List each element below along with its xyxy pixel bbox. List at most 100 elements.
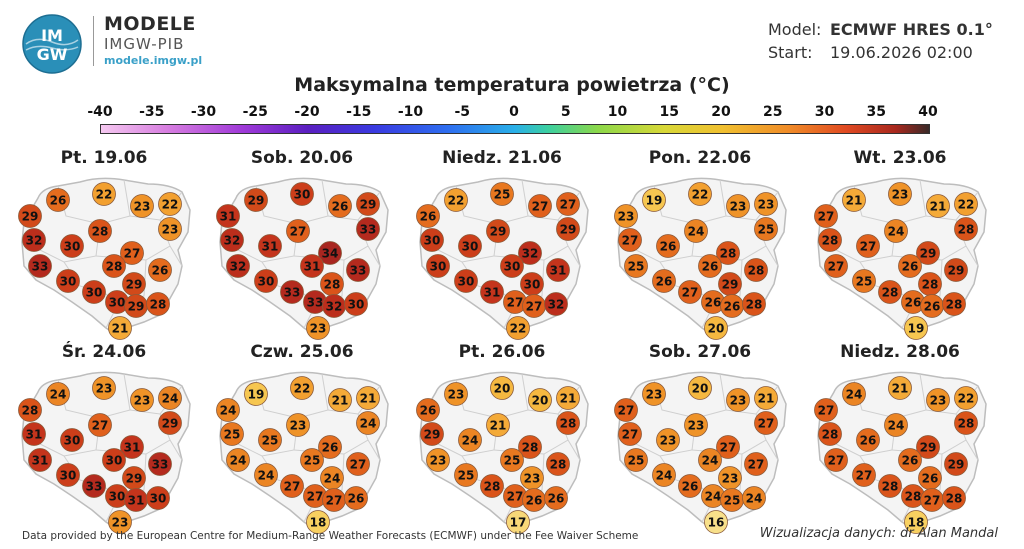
station-temperature: 28 (882, 286, 899, 300)
panel-date-title: Wt. 23.06 (853, 148, 947, 168)
station-marker (344, 486, 368, 510)
station-marker (56, 463, 80, 487)
panel-date-title: Niedz. 28.06 (840, 342, 960, 362)
station-temperature: 20 (494, 382, 511, 396)
station-temperature: 24 (888, 419, 905, 433)
station-temperature: 27 (326, 494, 343, 508)
station-marker (684, 413, 708, 437)
scale-tick-labels: -40 -35 -30 -25 -20 -15 -10 -5 0 5 10 15 20 25 30 35 40 (87, 104, 937, 122)
station-marker (926, 388, 950, 412)
scale-tick-label: 10 (607, 104, 628, 120)
station-temperature: 27 (124, 247, 141, 261)
station-marker (916, 241, 940, 265)
station-marker (618, 228, 642, 252)
station-temperature: 30 (60, 469, 77, 483)
station-temperature: 32 (522, 247, 539, 261)
station-marker (528, 388, 552, 412)
scale-tick-label: -35 (139, 104, 165, 120)
forecast-panel: Pon. 22.06 19 22 23 23 23 24 25 27 26 28 25 26 28 26 29… (610, 148, 810, 340)
station-temperature: 30 (524, 278, 541, 292)
station-temperature: 30 (458, 275, 475, 289)
station-marker (490, 376, 514, 400)
temperature-color-scale (100, 124, 930, 134)
station-temperature: 25 (224, 428, 241, 442)
station-marker (652, 269, 676, 293)
station-temperature: 31 (484, 286, 501, 300)
station-temperature: 30 (424, 234, 441, 248)
station-temperature: 26 (420, 210, 437, 224)
station-marker (656, 234, 680, 258)
station-temperature: 27 (307, 490, 324, 504)
station-marker (88, 413, 112, 437)
station-temperature: 28 (106, 260, 123, 274)
forecast-panel: Czw. 25.06 19 22 21 24 21 23 24 25 25 26 24 25 27 24 24… (212, 342, 412, 534)
station-temperature: 23 (134, 394, 151, 408)
header-separator (93, 16, 94, 66)
station-temperature: 25 (458, 469, 475, 483)
station-temperature: 27 (92, 419, 109, 433)
station-marker (28, 254, 52, 278)
station-marker (28, 448, 52, 472)
station-temperature: 27 (818, 210, 835, 224)
forecast-panel: Sob. 27.06 23 20 23 27 21 23 27 27 23 27 25 24 27 24 23… (610, 342, 810, 534)
region-border (169, 245, 183, 267)
station-marker (898, 448, 922, 472)
station-marker (624, 448, 648, 472)
station-marker (458, 428, 482, 452)
panel-date-title: Pon. 22.06 (648, 148, 752, 168)
station-temperature: 24 (230, 454, 247, 468)
station-temperature: 33 (307, 296, 324, 310)
station-marker (216, 398, 240, 422)
station-temperature: 24 (702, 454, 719, 468)
station-marker (754, 217, 778, 241)
station-marker (556, 192, 580, 216)
station-temperature: 26 (348, 492, 365, 506)
station-temperature: 29 (248, 194, 265, 208)
station-marker (356, 411, 380, 435)
station-marker (618, 422, 642, 446)
scale-tick-label: -20 (294, 104, 320, 120)
station-temperature: 28 (484, 480, 501, 494)
forecast-panel: Niedz. 21.06 22 25 27 26 27 29 29 30 30 32 30 30 31 30… (412, 148, 612, 340)
brand-url[interactable]: modele.imgw.pl (104, 54, 203, 67)
station-temperature: 22 (958, 392, 975, 406)
station-temperature: 23 (722, 472, 739, 486)
station-temperature: 31 (304, 260, 321, 274)
station-temperature: 24 (462, 434, 479, 448)
station-marker (226, 448, 250, 472)
station-temperature: 27 (622, 428, 639, 442)
station-temperature: 28 (822, 234, 839, 248)
station-marker (60, 428, 84, 452)
station-temperature: 26 (682, 480, 699, 494)
station-marker (226, 254, 250, 278)
station-marker (346, 452, 370, 476)
station-temperature: 26 (660, 240, 677, 254)
station-marker (244, 188, 268, 212)
scale-tick-label: -25 (242, 104, 268, 120)
station-marker (704, 316, 728, 340)
station-temperature: 29 (22, 210, 39, 224)
station-temperature: 28 (822, 428, 839, 442)
station-marker (818, 422, 842, 446)
station-temperature: 29 (126, 278, 143, 292)
region-border (367, 245, 381, 267)
station-temperature: 23 (310, 322, 327, 336)
station-temperature: 23 (162, 223, 179, 237)
station-marker (82, 280, 106, 304)
station-temperature: 31 (32, 454, 49, 468)
logo-text-top: IM (41, 26, 63, 45)
station-marker (754, 411, 778, 435)
station-marker (754, 386, 778, 410)
station-marker (88, 219, 112, 243)
station-temperature: 23 (730, 200, 747, 214)
station-temperature: 24 (324, 472, 341, 486)
station-temperature: 26 (705, 296, 722, 310)
forecast-panel: Śr. 24.06 24 23 23 28 24 27 29 31 30 31 31 30 33 30 29 3… (14, 342, 214, 534)
station-marker (518, 435, 542, 459)
station-temperature: 26 (902, 454, 919, 468)
station-temperature: 24 (360, 417, 377, 431)
station-marker (544, 486, 568, 510)
